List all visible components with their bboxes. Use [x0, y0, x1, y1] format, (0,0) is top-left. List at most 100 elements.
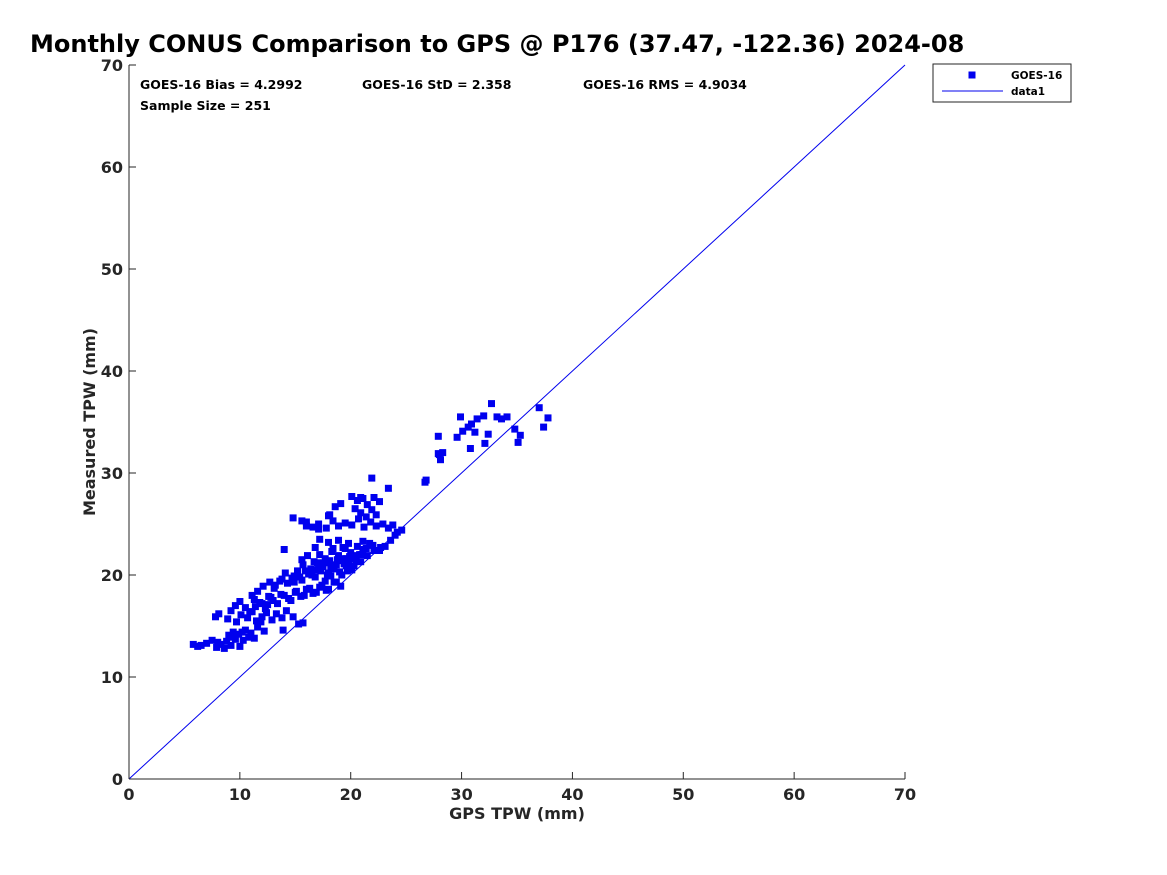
data-point: [307, 565, 315, 573]
data-point: [381, 542, 389, 550]
data-point: [389, 521, 397, 529]
stat-sample-size: Sample Size = 251: [140, 98, 271, 113]
data-point: [468, 420, 475, 428]
data-point: [473, 415, 481, 423]
data-point: [244, 614, 252, 622]
y-tick-label: 30: [101, 464, 123, 483]
data-point: [250, 596, 258, 603]
data-point: [359, 537, 367, 545]
data-point: [270, 584, 278, 592]
data-point: [208, 636, 216, 644]
data-point: [481, 439, 489, 447]
y-tick-label: 20: [101, 566, 123, 585]
data-point: [325, 585, 332, 593]
data-point: [245, 633, 253, 641]
x-tick-label: 40: [561, 785, 583, 804]
data-point: [341, 519, 349, 527]
data-point: [484, 430, 492, 438]
data-point: [189, 640, 197, 648]
data-point: [289, 514, 297, 522]
data-point: [267, 593, 275, 601]
data-point: [287, 597, 295, 604]
data-point: [330, 563, 338, 571]
data-point: [276, 577, 284, 585]
data-point: [511, 425, 519, 433]
data-point: [280, 546, 288, 553]
data-point: [263, 609, 270, 617]
data-point: [480, 412, 488, 420]
data-point: [348, 521, 356, 529]
data-point: [325, 538, 332, 546]
stat-std: GOES-16 StD = 2.358: [362, 77, 511, 92]
data-point: [296, 573, 304, 581]
data-point: [362, 513, 370, 521]
data-point: [367, 518, 375, 526]
data-point: [281, 569, 289, 577]
data-point: [253, 617, 260, 625]
data-point: [302, 522, 310, 530]
data-point: [316, 551, 324, 559]
data-point: [357, 494, 365, 501]
data-point: [300, 591, 308, 599]
data-point: [326, 557, 334, 565]
data-point: [384, 484, 392, 492]
data-point: [241, 604, 249, 612]
data-point: [332, 578, 340, 586]
data-point: [357, 509, 365, 517]
data-point: [227, 607, 235, 615]
y-axis-label: Measured TPW (mm): [80, 328, 99, 516]
x-tick-label: 20: [340, 785, 362, 804]
data-point: [368, 506, 376, 514]
data-point: [239, 636, 247, 644]
data-point: [351, 505, 359, 513]
series-line-data1: [128, 64, 906, 780]
data-point: [260, 627, 268, 635]
data-point: [347, 549, 355, 557]
data-point: [337, 557, 345, 565]
data-point: [272, 610, 280, 618]
data-point: [217, 640, 225, 648]
data-point: [247, 629, 255, 637]
y-tick-label: 10: [101, 668, 123, 687]
data-point: [391, 531, 399, 539]
data-point: [292, 587, 300, 595]
data-point: [250, 634, 258, 642]
data-point: [370, 547, 378, 554]
data-point: [220, 644, 228, 652]
x-tick-label: 30: [450, 785, 472, 804]
data-point: [223, 637, 231, 645]
data-point: [335, 536, 342, 544]
series-GOES-16: [189, 400, 552, 652]
data-point: [312, 566, 320, 574]
data-point: [315, 525, 323, 533]
data-point: [353, 542, 361, 550]
x-tick-label: 70: [894, 785, 916, 804]
data-point: [259, 582, 267, 590]
data-point: [236, 642, 244, 650]
data-point: [279, 626, 287, 634]
data-point: [288, 574, 296, 582]
legend-label-data1: data1: [1011, 86, 1045, 98]
data-point: [387, 536, 395, 544]
data-point: [329, 517, 337, 525]
data-point: [342, 555, 350, 563]
data-point: [318, 561, 326, 569]
y-tick-label: 50: [101, 260, 123, 279]
data-point: [350, 562, 358, 570]
data-point: [339, 544, 347, 551]
data-point: [280, 591, 288, 599]
x-axis-ticks: 0 10 20 30 40 50 60 70: [123, 772, 916, 804]
data-point: [379, 520, 387, 528]
data-point: [278, 614, 286, 622]
data-point: [516, 431, 524, 439]
data-point: [294, 567, 301, 575]
data-point: [337, 500, 345, 508]
data-point: [309, 523, 317, 531]
data-point: [299, 619, 307, 627]
data-point: [321, 555, 329, 563]
data-point: [236, 598, 244, 605]
data-point: [357, 558, 365, 566]
data-point: [437, 456, 444, 464]
data-point: [544, 414, 552, 422]
data-point: [376, 498, 383, 506]
